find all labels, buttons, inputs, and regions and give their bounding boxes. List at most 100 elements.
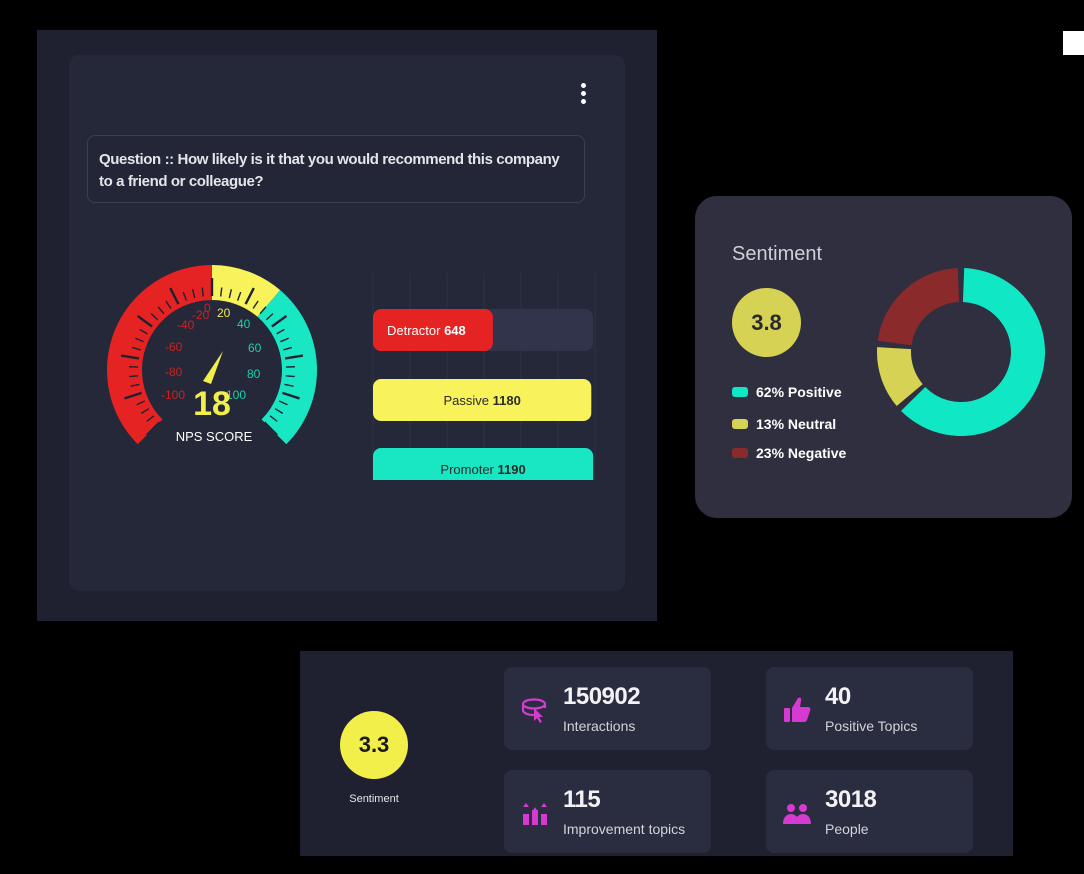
gauge-tick xyxy=(220,287,223,297)
more-options-icon[interactable] xyxy=(575,81,591,111)
gauge-tick xyxy=(124,391,142,400)
gauge-label-neg100: -100 xyxy=(161,388,185,402)
gauge-tick xyxy=(136,314,153,328)
bar-label-passive: Passive 1180 xyxy=(443,393,520,408)
nps-score-label: NPS SCORE xyxy=(176,429,253,444)
stat-positive-topics-label: Positive Topics xyxy=(825,718,918,734)
gauge-tick xyxy=(129,375,139,378)
donut-slice-neutral xyxy=(877,347,923,407)
stat-positive-topics-value: 40 xyxy=(825,683,851,710)
gauge-tick xyxy=(131,346,141,351)
gauge-detractor-arc xyxy=(106,265,212,445)
bar-detractor xyxy=(373,309,493,351)
legend-negative-swatch xyxy=(732,448,748,458)
stat-card-people[interactable]: 3018 People xyxy=(766,770,973,853)
gauge-tick xyxy=(169,287,180,305)
gauge-tick xyxy=(259,306,267,315)
sentiment-title: Sentiment xyxy=(732,243,823,265)
gauge-label-neg40: -40 xyxy=(177,318,195,332)
stat-interactions-label: Interactions xyxy=(563,718,636,734)
nps-bar-chart: 02004006008001,0001,200Detractor 648Pass… xyxy=(372,273,596,480)
gauge-bottom-gap xyxy=(134,370,290,448)
gauge-tick xyxy=(265,313,274,321)
gauge-label-80: 80 xyxy=(247,367,261,381)
gauge-tick xyxy=(120,354,140,360)
thumbs-up-icon xyxy=(784,697,811,722)
gauge-tick xyxy=(276,328,285,335)
gauge-label-20: 20 xyxy=(217,306,231,320)
legend-positive-swatch xyxy=(732,387,748,397)
gauge-tick xyxy=(146,415,155,422)
gauge-tick xyxy=(165,300,172,309)
sentiment-card: Sentiment 3.8 62% Positive 13% Neutral 2… xyxy=(695,196,1072,518)
nps-card: Question :: How likely is it that you wo… xyxy=(69,55,625,591)
donut-slice-positive xyxy=(901,268,1045,436)
gauge-tick xyxy=(269,415,278,422)
people-icon xyxy=(783,804,811,824)
gauge-tick xyxy=(130,383,140,387)
improvement-icon xyxy=(523,803,547,825)
bar-label-detractor: Detractor 648 xyxy=(387,323,466,338)
gauge-tick xyxy=(284,383,294,387)
donut-slice-negative xyxy=(877,268,960,346)
gauge-label-60: 60 xyxy=(248,341,262,355)
gauge-tick xyxy=(136,400,146,406)
summary-sentiment-label: Sentiment xyxy=(349,793,399,805)
gauge-tick xyxy=(139,328,148,335)
gauge-label-40: 40 xyxy=(237,317,251,331)
gauge-tick xyxy=(201,287,204,297)
gauge-label-neg80: -80 xyxy=(165,365,183,379)
gauge-tick xyxy=(140,408,150,414)
gauge-label-neg60: -60 xyxy=(165,340,183,354)
interactions-icon xyxy=(521,698,547,723)
stat-improvement-topics-label: Improvement topics xyxy=(563,821,686,837)
legend-negative-label: 23% Negative xyxy=(756,445,847,461)
nps-score: 18 xyxy=(193,385,231,423)
stat-card-positive-topics[interactable]: 40 Positive Topics xyxy=(766,667,973,750)
gauge-tick xyxy=(285,375,295,378)
legend-positive: 62% Positive xyxy=(732,384,842,400)
gauge-needle xyxy=(203,351,223,384)
gauge-tick xyxy=(146,421,161,436)
sentiment-donut-chart xyxy=(877,268,1045,436)
stat-card-interactions[interactable]: 150902 Interactions xyxy=(504,667,711,750)
gauge-tick xyxy=(283,346,293,351)
gauge-tick xyxy=(282,391,300,400)
stat-improvement-topics-value: 115 xyxy=(563,786,601,813)
gauge-passive-arc xyxy=(212,265,281,317)
stat-people-value: 3018 xyxy=(825,786,877,813)
gauge-tick xyxy=(271,314,288,328)
gauge-tick xyxy=(150,313,159,321)
corner-square xyxy=(1063,31,1084,55)
nps-gauge: -100 -80 -60 -40 -20 0 20 40 60 80 100 1… xyxy=(106,265,317,448)
gauge-label-neg20: -20 xyxy=(192,308,210,322)
gauge-tick xyxy=(280,337,289,343)
gauge-tick xyxy=(244,287,255,305)
bar-promoter xyxy=(373,448,594,480)
question-box: Question :: How likely is it that you wo… xyxy=(87,135,585,203)
legend-neutral-label: 13% Neutral xyxy=(756,416,837,432)
gauge-tick xyxy=(191,289,196,299)
legend-positive-label: 62% Positive xyxy=(756,384,842,400)
gauge-tick xyxy=(182,291,188,301)
gauge-tick xyxy=(236,291,242,301)
nps-panel: Question :: How likely is it that you wo… xyxy=(37,30,657,621)
gauge-tick xyxy=(157,306,165,315)
gauge-tick xyxy=(274,408,284,414)
gauge-tick xyxy=(135,337,144,343)
stat-people-label: People xyxy=(825,821,869,837)
legend-neutral: 13% Neutral xyxy=(732,416,836,432)
stat-card-improvement-topics[interactable]: 115 Improvement topics xyxy=(504,770,711,853)
gauge-label-100: 100 xyxy=(226,388,246,402)
legend-negative: 23% Negative xyxy=(732,445,846,461)
gauge-tick xyxy=(228,289,233,299)
stat-interactions-value: 150902 xyxy=(563,683,641,710)
gauge-tick xyxy=(278,400,288,406)
bar-label-promoter: Promoter 1190 xyxy=(440,462,525,477)
gauge-tick xyxy=(252,300,259,309)
gauge-label-0: 0 xyxy=(204,301,211,315)
sentiment-score-badge: 3.8 xyxy=(732,288,801,357)
summary-sentiment-score: 3.3 xyxy=(340,711,408,779)
gauge-tick xyxy=(284,354,304,360)
legend-neutral-swatch xyxy=(732,419,748,429)
